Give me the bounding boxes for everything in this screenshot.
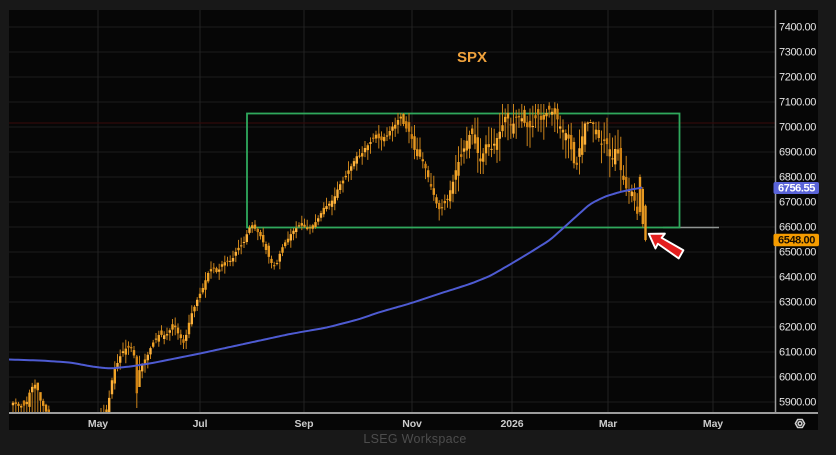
svg-text:Mar: Mar bbox=[599, 418, 617, 430]
svg-text:6000.00: 6000.00 bbox=[779, 372, 816, 384]
svg-text:May: May bbox=[703, 418, 723, 430]
svg-text:5900.00: 5900.00 bbox=[779, 397, 816, 409]
svg-text:6900.00: 6900.00 bbox=[779, 147, 816, 159]
svg-text:May: May bbox=[88, 418, 108, 430]
svg-text:6800.00: 6800.00 bbox=[779, 172, 816, 184]
svg-text:7200.00: 7200.00 bbox=[779, 72, 816, 84]
svg-text:6200.00: 6200.00 bbox=[779, 322, 816, 334]
svg-text:2026: 2026 bbox=[501, 418, 524, 430]
svg-text:Sep: Sep bbox=[295, 418, 314, 430]
svg-text:7300.00: 7300.00 bbox=[779, 47, 816, 59]
svg-text:6548.00: 6548.00 bbox=[778, 235, 815, 247]
svg-text:6600.00: 6600.00 bbox=[779, 222, 816, 234]
svg-text:Nov: Nov bbox=[402, 418, 422, 430]
svg-text:SPX: SPX bbox=[457, 49, 487, 66]
svg-text:7000.00: 7000.00 bbox=[779, 122, 816, 134]
svg-text:6100.00: 6100.00 bbox=[779, 347, 816, 359]
svg-text:7100.00: 7100.00 bbox=[779, 97, 816, 109]
svg-text:6500.00: 6500.00 bbox=[779, 247, 816, 259]
svg-text:6756.55: 6756.55 bbox=[778, 183, 815, 195]
svg-text:6300.00: 6300.00 bbox=[779, 297, 816, 309]
svg-text:6700.00: 6700.00 bbox=[779, 197, 816, 209]
svg-text:LSEG Workspace: LSEG Workspace bbox=[363, 432, 466, 446]
svg-text:7400.00: 7400.00 bbox=[779, 22, 816, 34]
svg-text:Jul: Jul bbox=[193, 418, 208, 430]
svg-text:6400.00: 6400.00 bbox=[779, 272, 816, 284]
